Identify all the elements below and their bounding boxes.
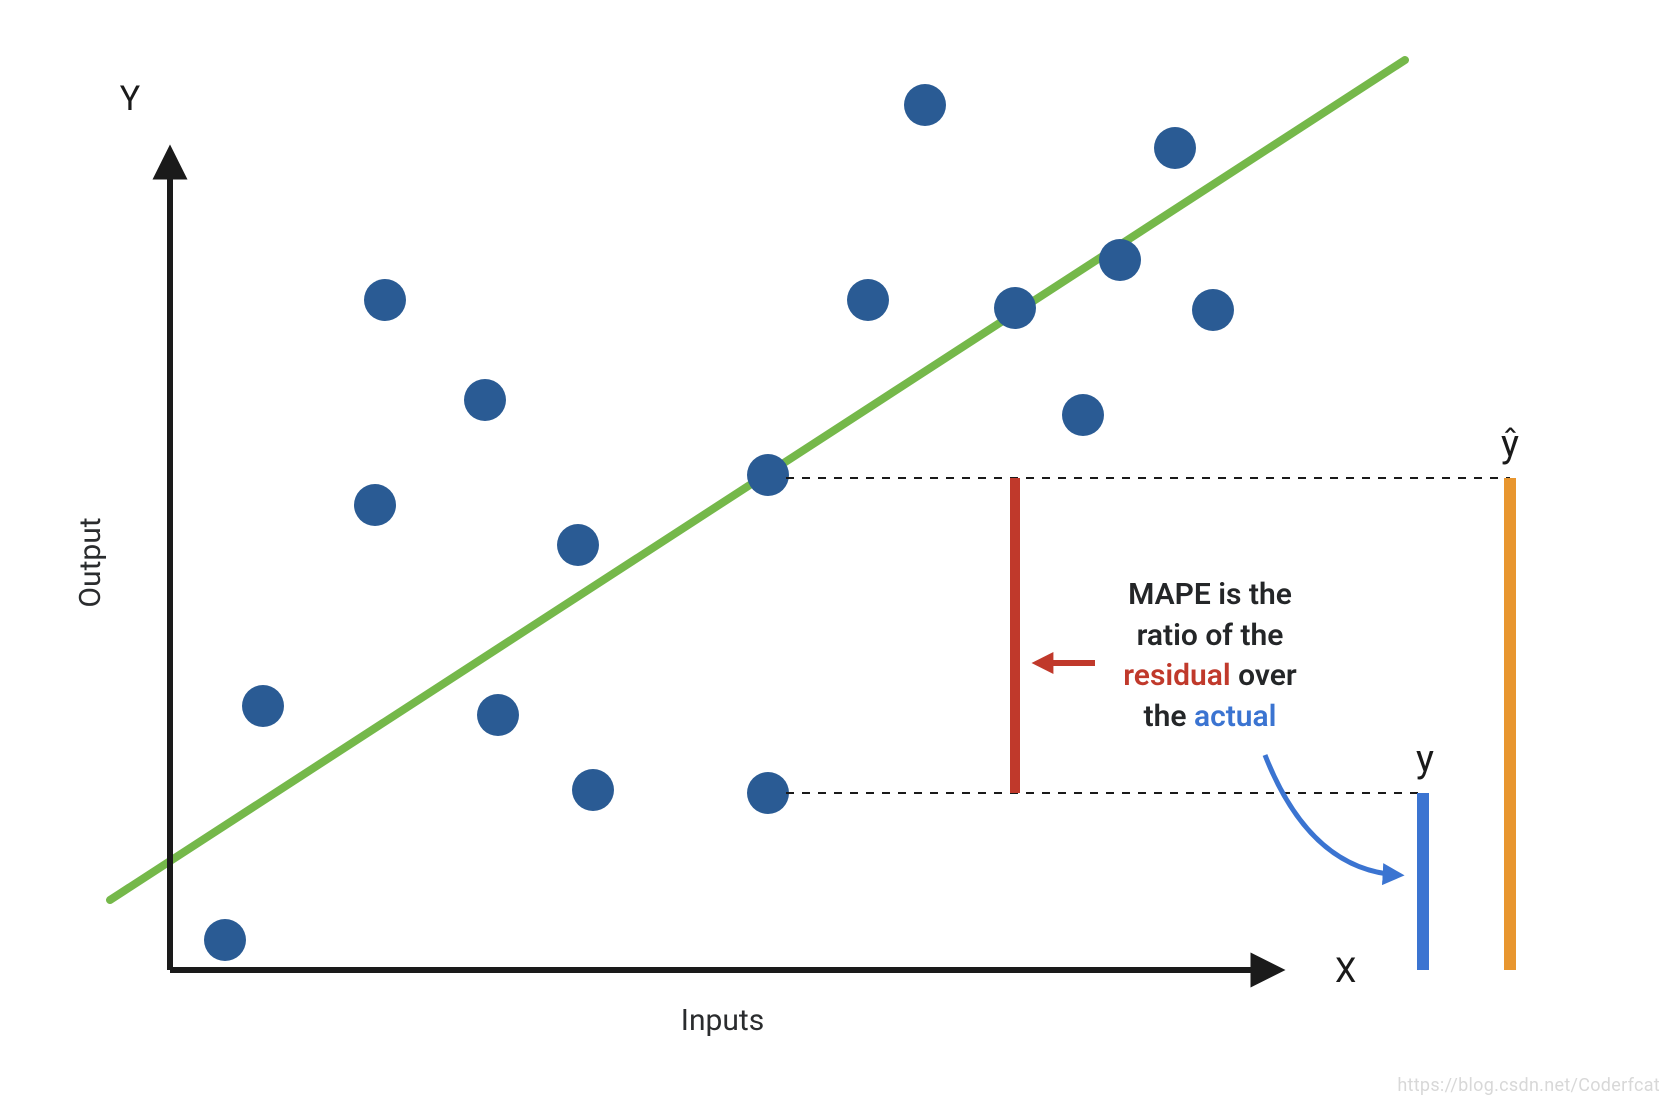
watermark-text: https://blog.csdn.net/Coderfcat bbox=[1397, 1075, 1660, 1096]
scatter-point bbox=[747, 454, 789, 496]
scatter-point bbox=[354, 484, 396, 526]
scatter-point bbox=[847, 279, 889, 321]
scatter-point bbox=[904, 84, 946, 126]
scatter-point bbox=[204, 919, 246, 961]
scatter-point bbox=[477, 694, 519, 736]
scatter-point bbox=[1192, 289, 1234, 331]
scatter-point bbox=[557, 524, 599, 566]
scatter-point bbox=[1154, 127, 1196, 169]
x-axis-label: Inputs bbox=[681, 1003, 764, 1038]
x-axis-title: X bbox=[1335, 951, 1356, 991]
scatter-point bbox=[464, 379, 506, 421]
scatter-point bbox=[1062, 394, 1104, 436]
yhat-label: ŷ bbox=[1501, 422, 1519, 466]
scatter-point bbox=[1099, 239, 1141, 281]
scatter-point bbox=[994, 287, 1036, 329]
actual-arrow bbox=[1265, 755, 1398, 875]
diagram-svg: Y X Inputs Output ŷ y bbox=[0, 0, 1666, 1100]
y-axis-title: Y bbox=[120, 79, 141, 119]
y-axis-label: Output bbox=[73, 517, 108, 607]
scatter-point bbox=[572, 769, 614, 811]
scatter-point bbox=[242, 685, 284, 727]
mape-annotation: MAPE is theratio of theresidual overthe … bbox=[1090, 575, 1330, 737]
scatter-point bbox=[364, 279, 406, 321]
y-label: y bbox=[1416, 737, 1434, 781]
diagram-stage: Y X Inputs Output ŷ y MAPE is theratio of the… bbox=[0, 0, 1666, 1100]
scatter-point-actual bbox=[747, 772, 789, 814]
